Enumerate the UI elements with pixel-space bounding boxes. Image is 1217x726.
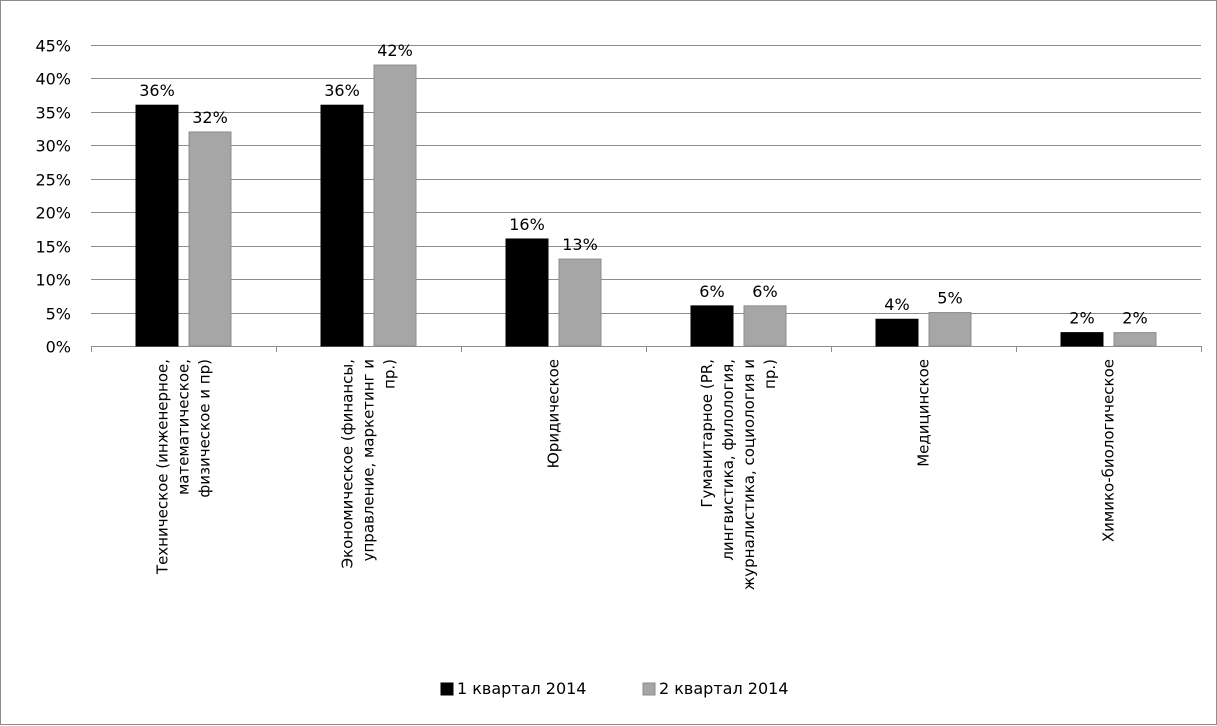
data-label: 4%: [884, 295, 909, 314]
y-tick-label: 35%: [35, 104, 71, 123]
y-tick-label: 45%: [35, 37, 71, 56]
category-label: Химико-биологическое: [1100, 359, 1118, 542]
data-label: 36%: [324, 81, 360, 100]
data-labels: 36% 36% 16% 6% 4% 2% 32% 42% 13% 6% 5% 2%: [139, 41, 1147, 328]
legend-item: 2 квартал 2014: [642, 679, 788, 698]
category-label-line: Экономическое (финансы,: [339, 359, 357, 568]
legend-item: 1 квартал 2014: [440, 679, 586, 698]
data-label: 2%: [1122, 309, 1147, 328]
data-label: 6%: [752, 282, 777, 301]
category-label: Экономическое (финансы, управление, марке…: [339, 359, 399, 568]
bar-series-2: [743, 305, 787, 347]
category-label-line: журналистика, социология и: [740, 359, 758, 590]
bar-series-2: [188, 131, 232, 347]
bar-series-1: [505, 238, 549, 347]
bar-series-1: [690, 305, 734, 347]
category-label-line: математическое,: [175, 359, 193, 495]
legend: 1 квартал 2014 2 квартал 2014: [440, 679, 788, 698]
category-label-line: Техническое (инженерное,: [154, 359, 172, 575]
bar-series-2: [558, 258, 602, 347]
y-tick-label: 30%: [35, 137, 71, 156]
category-label-line: пр.): [761, 359, 779, 389]
legend-label: 1 квартал 2014: [457, 679, 586, 698]
bar-series-2: [1113, 332, 1157, 347]
data-label: 6%: [699, 282, 724, 301]
legend-label: 2 квартал 2014: [659, 679, 788, 698]
x-axis: [91, 346, 1202, 352]
y-axis-tick-labels: 0% 5% 10% 15% 20% 25% 30% 35% 40% 45%: [35, 37, 71, 357]
legend-swatch: [642, 682, 656, 696]
data-label: 13%: [562, 235, 598, 254]
y-tick-label: 5%: [46, 305, 71, 324]
category-labels: Техническое (инженерное, математическое, ф…: [154, 359, 1118, 590]
y-tick-label: 40%: [35, 70, 71, 89]
bar-series-1: [1060, 332, 1104, 347]
category-label-line: Химико-биологическое: [1100, 359, 1118, 542]
category-label: Гуманитарное (PR, лингвистика, филология,…: [698, 359, 779, 590]
category-label-line: управление, маркетинг и: [360, 359, 378, 561]
category-label-line: пр.): [381, 359, 399, 389]
bar-series-1: [135, 104, 179, 347]
bar-series-2: [928, 312, 972, 347]
data-label: 16%: [509, 215, 545, 234]
category-label-line: Гуманитарное (PR,: [698, 359, 716, 508]
category-label-line: физическое и пр): [196, 359, 214, 498]
category-label: Медицинское: [915, 359, 933, 467]
category-label: Техническое (инженерное, математическое, ф…: [154, 359, 214, 575]
bars: [135, 64, 1157, 347]
category-label: Юридическое: [545, 359, 563, 468]
bar-series-2: [373, 64, 417, 347]
category-label-line: Юридическое: [545, 359, 563, 468]
y-tick-label: 0%: [46, 338, 71, 357]
bar-series-1: [320, 104, 364, 347]
gridlines: [91, 45, 1201, 347]
y-tick-label: 10%: [35, 271, 71, 290]
data-label: 2%: [1069, 309, 1094, 328]
data-label: 36%: [139, 81, 175, 100]
data-label: 42%: [377, 41, 413, 60]
y-tick-label: 25%: [35, 171, 71, 190]
category-label-line: лингвистика, филология,: [719, 359, 737, 561]
data-label: 32%: [192, 108, 228, 127]
category-label-line: Медицинское: [915, 359, 933, 467]
y-tick-label: 20%: [35, 204, 71, 223]
y-tick-label: 15%: [35, 238, 71, 257]
data-label: 5%: [937, 289, 962, 308]
bar-series-1: [875, 318, 919, 347]
legend-swatch: [440, 682, 454, 696]
